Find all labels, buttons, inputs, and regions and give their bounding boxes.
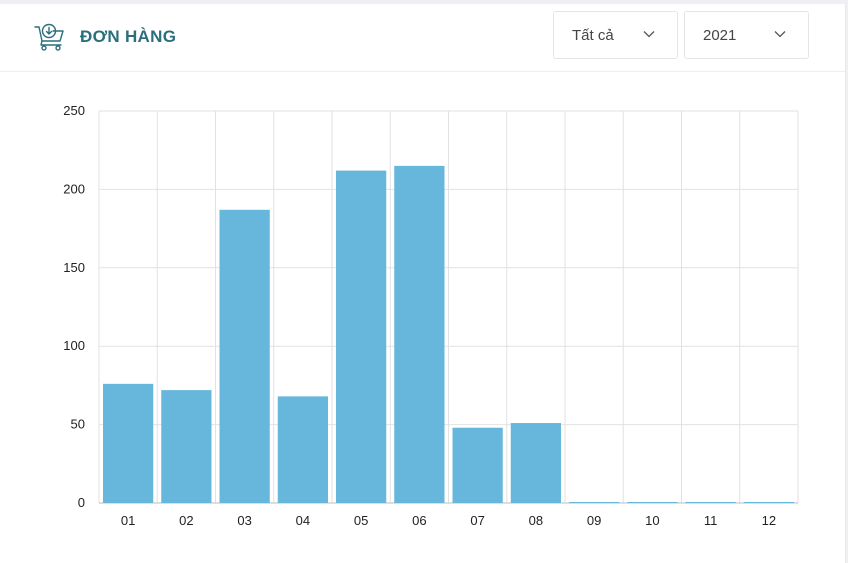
- x-tick-label: 02: [179, 513, 193, 528]
- bar-04: [277, 396, 328, 503]
- y-tick-label: 200: [63, 181, 85, 196]
- y-tick-label: 50: [71, 417, 85, 432]
- bar-03: [219, 209, 270, 503]
- orders-bar-chart: 0 50 100 150 200 250 01 02 03 04 05 06 07 08 09 10 11 12: [63, 103, 799, 528]
- bar-08: [510, 423, 561, 503]
- year-filter-value: 2021: [703, 26, 737, 44]
- bar-06: [394, 165, 445, 503]
- x-tick-label: 03: [237, 513, 251, 528]
- y-tick-label: 250: [63, 103, 85, 118]
- orders-card: ĐƠN HÀNG Tất cả 2021 0 50 100 150 200 250 01 02…: [0, 4, 846, 563]
- x-tick-label: 08: [529, 513, 543, 528]
- card-header: ĐƠN HÀNG Tất cả 2021: [0, 4, 846, 72]
- bar-01: [103, 383, 154, 503]
- bar-09: [569, 502, 620, 503]
- year-filter-select[interactable]: 2021: [684, 11, 809, 59]
- x-tick-label: 05: [354, 513, 368, 528]
- x-tick-label: 11: [704, 513, 718, 528]
- y-tick-label: 0: [78, 495, 85, 510]
- cart-download-icon: [34, 23, 64, 51]
- y-tick-label: 150: [63, 260, 85, 275]
- bar-05: [336, 170, 387, 504]
- chevron-down-icon: [774, 31, 786, 38]
- x-tick-label: 04: [296, 513, 310, 528]
- chevron-down-icon: [643, 31, 655, 38]
- x-tick-label: 07: [470, 513, 484, 528]
- x-tick-label: 06: [412, 513, 426, 528]
- bar-02: [161, 390, 212, 503]
- bar-07: [452, 427, 503, 503]
- x-tick-label: 01: [121, 513, 135, 528]
- type-filter-select[interactable]: Tất cả: [553, 11, 678, 59]
- type-filter-value: Tất cả: [572, 26, 614, 44]
- x-tick-label: 09: [587, 513, 601, 528]
- bar-11: [685, 502, 736, 503]
- y-tick-label: 100: [63, 338, 85, 353]
- page-title: ĐƠN HÀNG: [80, 27, 177, 46]
- x-tick-label: 10: [645, 513, 659, 528]
- bar-10: [627, 502, 678, 503]
- title-group: ĐƠN HÀNG: [34, 22, 176, 52]
- bar-12: [743, 502, 794, 503]
- x-tick-label: 12: [762, 513, 776, 528]
